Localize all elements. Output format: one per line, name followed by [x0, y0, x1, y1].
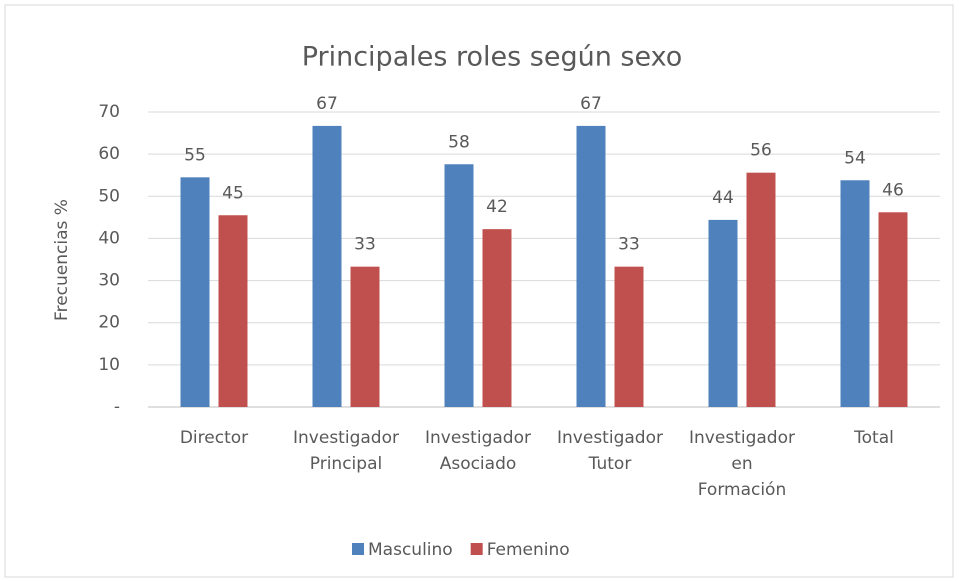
- bar: [482, 229, 512, 407]
- y-tick-label: -: [114, 397, 120, 417]
- y-tick-label: 30: [98, 271, 120, 291]
- data-label: 56: [750, 141, 772, 161]
- x-tick-label: Investigador en Formación: [689, 428, 795, 500]
- bar: [312, 125, 342, 408]
- bar: [878, 212, 908, 407]
- y-tick-label: 70: [98, 102, 120, 122]
- x-tick-label: Director: [180, 428, 248, 448]
- legend-label: Masculino: [368, 540, 453, 560]
- bar: [708, 219, 738, 407]
- x-tick-label: Investigador Principal: [293, 428, 399, 474]
- chart-title: Principales roles según sexo: [302, 42, 683, 73]
- bar: [218, 215, 248, 407]
- legend-swatch: [470, 543, 483, 555]
- bar: [614, 266, 644, 407]
- data-label: 67: [580, 94, 602, 114]
- chart-frame: [4, 4, 954, 578]
- bar: [746, 172, 776, 407]
- data-label: 58: [448, 132, 470, 152]
- data-label: 42: [486, 197, 508, 217]
- bar: [576, 125, 606, 408]
- bar: [840, 180, 870, 407]
- y-axis-label: Frecuencias %: [52, 199, 72, 321]
- data-label: 33: [618, 235, 640, 255]
- bar: [350, 266, 380, 407]
- y-tick-label: 20: [98, 313, 120, 333]
- bar: [444, 164, 474, 407]
- data-label: 67: [316, 94, 338, 114]
- data-label: 45: [222, 183, 244, 203]
- bar: [180, 177, 210, 407]
- data-label: 33: [354, 235, 376, 255]
- x-tick-label: Total: [853, 428, 894, 448]
- x-tick-label: Investigador Tutor: [557, 428, 663, 474]
- x-tick-label: Investigador Asociado: [425, 428, 531, 474]
- data-label: 46: [882, 180, 904, 200]
- y-tick-label: 60: [98, 144, 120, 164]
- legend-label: Femenino: [487, 540, 570, 560]
- data-label: 44: [712, 188, 734, 208]
- data-label: 54: [844, 148, 866, 168]
- data-label: 55: [184, 145, 206, 165]
- legend-swatch: [352, 543, 364, 555]
- y-tick-label: 50: [98, 186, 120, 206]
- y-tick-label: 40: [98, 228, 120, 248]
- y-tick-label: 10: [98, 355, 120, 375]
